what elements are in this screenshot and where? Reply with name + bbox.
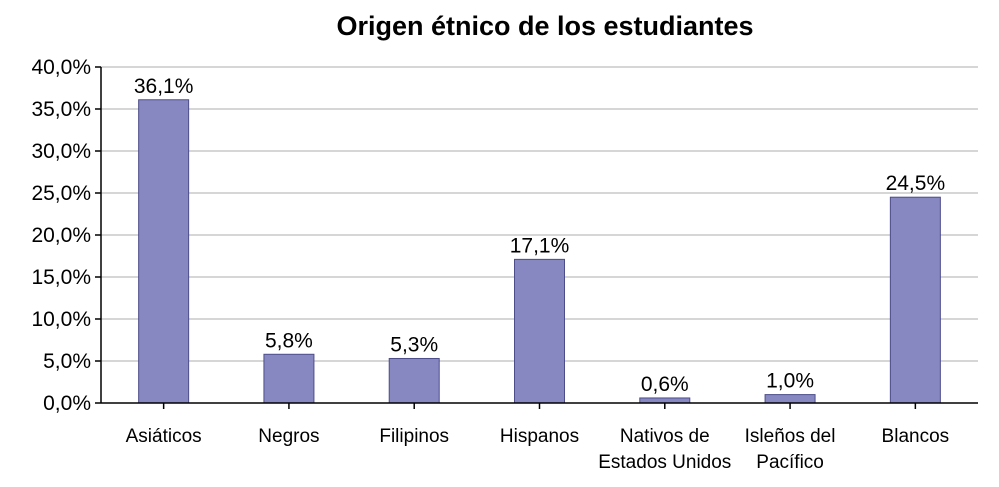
bar — [514, 258, 565, 404]
y-tick-label: 0,0% — [43, 392, 91, 415]
x-category-label: Nativos de Estados Unidos — [598, 426, 731, 473]
bar — [889, 196, 941, 404]
bars — [138, 99, 941, 404]
bar — [263, 353, 315, 404]
data-label: 36,1% — [134, 75, 194, 98]
y-tick-label: 40,0% — [31, 56, 91, 79]
x-category-label: Filipinos — [379, 426, 449, 447]
bar — [639, 397, 691, 404]
data-label: 1,0% — [766, 370, 814, 393]
x-category-label: Hispanos — [500, 426, 579, 447]
data-label: 24,5% — [886, 172, 946, 195]
x-category-label: Negros — [258, 426, 319, 447]
x-category-label: Isleños del Pacífico — [745, 426, 836, 473]
data-labels: 36,1% 5,8% 5,3% 17,1% 0,6% 1,0% 24,5% — [134, 75, 945, 396]
data-label: 5,3% — [390, 333, 438, 356]
y-tick-label: 30,0% — [31, 140, 91, 163]
y-tick-label: 20,0% — [31, 224, 91, 247]
bar — [764, 394, 816, 404]
y-tick-label: 35,0% — [31, 98, 91, 121]
data-label: 17,1% — [510, 234, 570, 257]
y-axis-ticks: 0,0% 5,0% 10,0% 15,0% 20,0% 25,0% 30,0% 35,0% 40… — [31, 56, 101, 415]
x-category-label: Blancos — [882, 426, 950, 447]
y-tick-label: 15,0% — [31, 266, 91, 289]
y-tick-label: 5,0% — [43, 350, 91, 373]
bar — [138, 99, 190, 404]
x-axis-categories: Asiáticos Negros Filipinos Hispanos Nativos … — [126, 403, 950, 473]
data-label: 5,8% — [265, 329, 313, 352]
y-tick-label: 10,0% — [31, 308, 91, 331]
bar — [388, 357, 440, 404]
y-tick-label: 25,0% — [31, 182, 91, 205]
chart-title: Origen étnico de los estudiantes — [336, 11, 753, 41]
data-label: 0,6% — [641, 373, 689, 396]
x-category-label: Asiáticos — [126, 426, 202, 447]
